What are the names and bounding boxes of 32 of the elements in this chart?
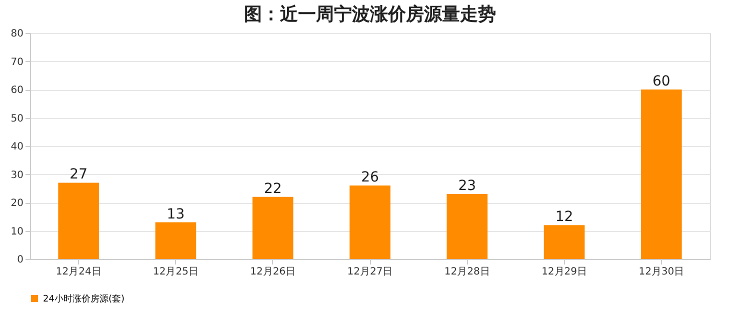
y-tick-label: 50 bbox=[10, 113, 24, 124]
data-label: 23 bbox=[458, 178, 476, 194]
data-label: 22 bbox=[264, 180, 282, 197]
y-tick-label: 70 bbox=[10, 56, 24, 68]
x-tick-label: 12月30日 bbox=[638, 266, 684, 278]
data-label: 26 bbox=[361, 170, 379, 186]
x-tick-label: 12月27日 bbox=[347, 266, 393, 278]
data-label: 60 bbox=[652, 74, 670, 90]
data-label: 13 bbox=[166, 206, 185, 222]
y-tick-label: 10 bbox=[10, 226, 24, 238]
x-tick-label: 12月26日 bbox=[250, 266, 296, 278]
y-tick-label: 30 bbox=[10, 170, 24, 181]
x-tick-label: 12月29日 bbox=[542, 266, 588, 278]
bar bbox=[446, 194, 488, 259]
x-tick-label: 12月24日 bbox=[56, 266, 102, 278]
y-tick-label: 20 bbox=[10, 198, 24, 209]
y-tick-label: 80 bbox=[10, 28, 24, 40]
bar bbox=[155, 222, 196, 259]
y-tick-label: 60 bbox=[10, 85, 24, 96]
y-tick-label: 40 bbox=[10, 142, 24, 152]
bar bbox=[641, 90, 682, 259]
x-tick-label: 12月28日 bbox=[444, 266, 490, 278]
bar bbox=[252, 196, 294, 259]
bar bbox=[58, 182, 99, 259]
bar bbox=[544, 225, 585, 259]
x-tick-label: 12月25日 bbox=[152, 266, 198, 278]
bar bbox=[350, 186, 390, 259]
chart-title: 图：近一周宁波涨价房源量走势 bbox=[244, 4, 496, 25]
y-tick-label: 0 bbox=[17, 254, 24, 266]
data-label: 12 bbox=[555, 209, 574, 226]
data-label: 27 bbox=[70, 166, 88, 183]
legend-label: 24小时涨价房源(套) bbox=[43, 294, 124, 304]
